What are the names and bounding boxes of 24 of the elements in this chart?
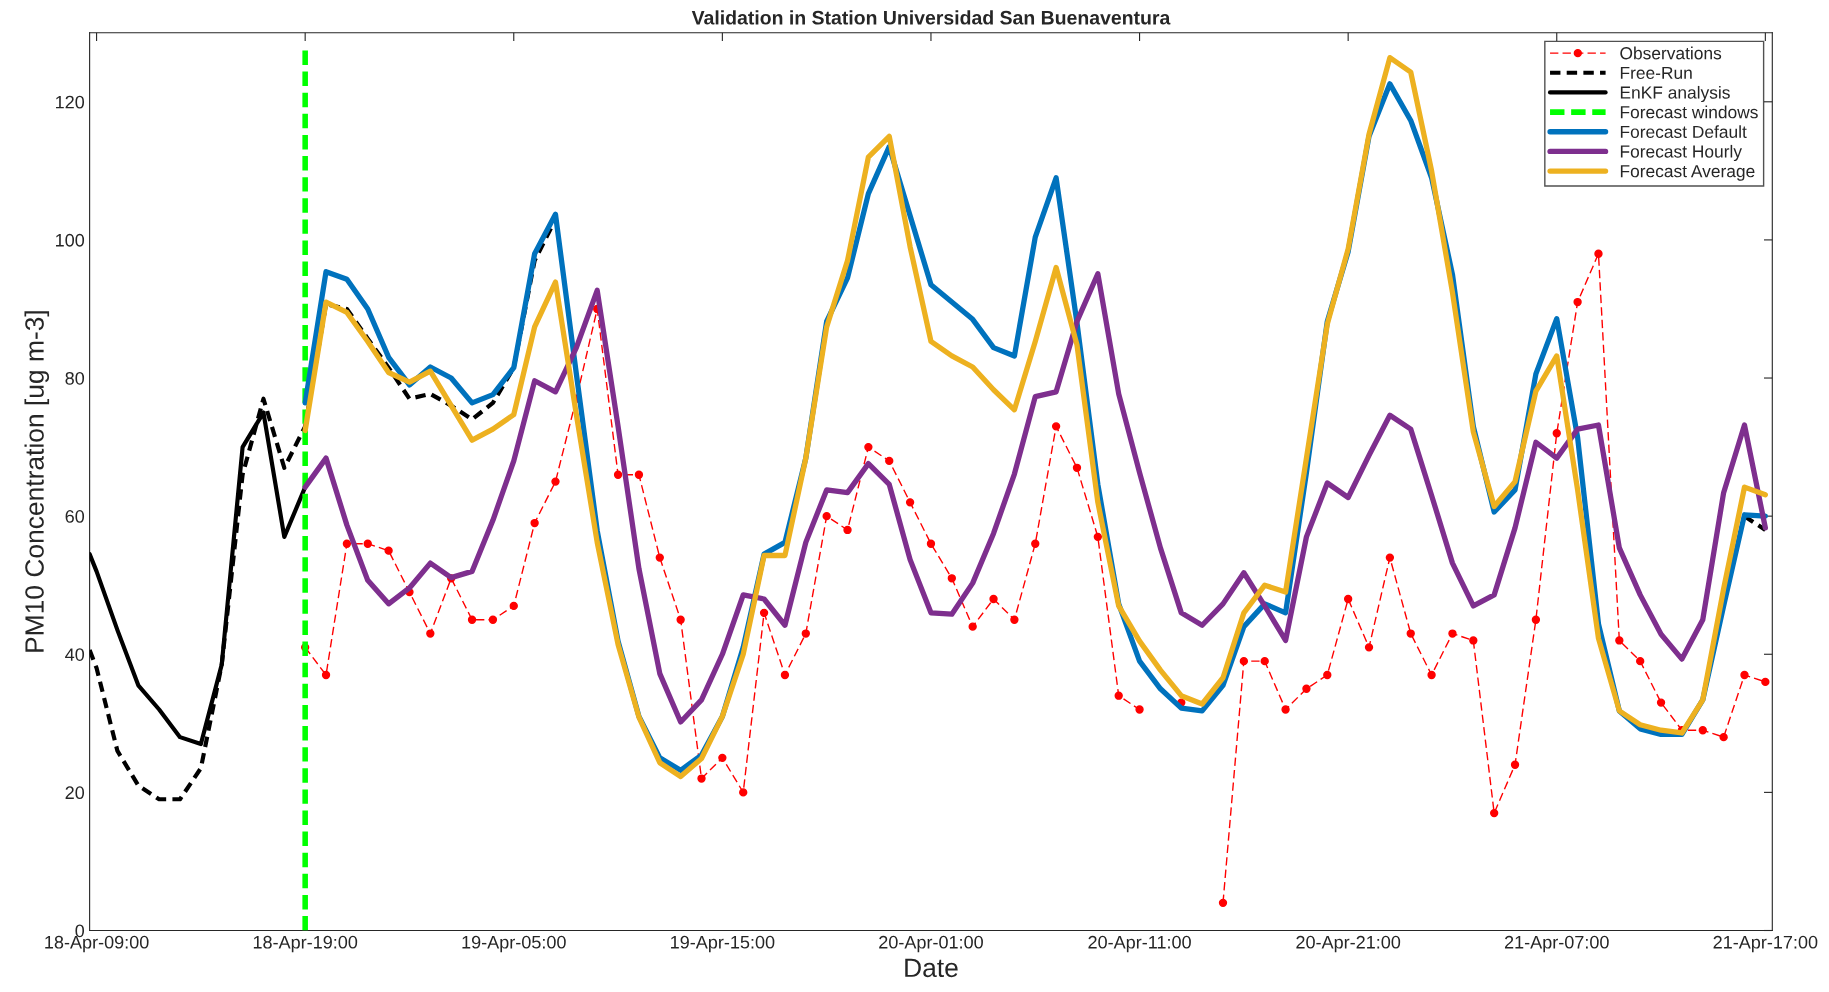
x-tick-label: 20-Apr-11:00 <box>1088 935 1191 953</box>
legend-label: Forecast Hourly <box>1620 144 1742 162</box>
y-axis-title: PM10 Concentration [ug m-3] <box>24 311 50 652</box>
y-tick-label: 80 <box>65 371 85 385</box>
y-tick-label: 40 <box>65 648 85 661</box>
legend-label: Free-Run <box>1620 66 1692 80</box>
x-axis-title: Date <box>905 958 958 978</box>
legend-label: Forecast windows <box>1620 105 1758 119</box>
y-tick-label: 20 <box>65 786 85 800</box>
chart-title: Validation in Station Universidad San Buenaventura <box>691 10 1171 25</box>
y-tick-label: 100 <box>56 233 85 247</box>
legend-label: Forecast Default <box>1620 125 1747 138</box>
y-tick-label: 60 <box>65 510 85 523</box>
legend-label: Observations <box>1620 46 1722 60</box>
x-tick-label: 21-Apr-07:00 <box>1504 935 1609 953</box>
x-tick-label: 18-Apr-19:00 <box>253 935 358 953</box>
x-tick-label: 19-Apr-05:00 <box>462 935 566 953</box>
x-tick-label: 20-Apr-01:00 <box>879 935 983 953</box>
x-tick-label: 20-Apr-21:00 <box>1296 935 1401 953</box>
x-tick-label: 19-Apr-15:00 <box>671 935 775 953</box>
legend-label: Forecast Average <box>1620 165 1755 181</box>
legend-label: EnKF analysis <box>1620 85 1730 103</box>
x-tick-label: 21-Apr-17:00 <box>1713 935 1818 953</box>
y-tick-label: 120 <box>56 95 85 109</box>
